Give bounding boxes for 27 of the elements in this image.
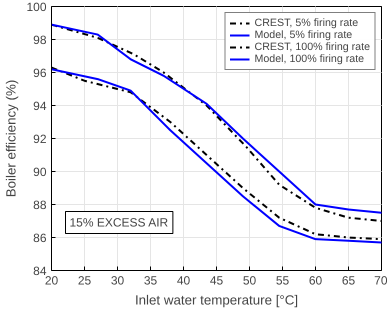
x-axis-title: Inlet water temperature [°C]: [134, 292, 298, 308]
annotation: 15% EXCESS AIR: [70, 216, 169, 230]
x-tick-label: 35: [144, 274, 158, 288]
y-tick-label: 84: [33, 264, 47, 278]
legend-label: Model, 100% firing rate: [254, 53, 364, 65]
y-tick-label: 90: [33, 165, 47, 179]
x-tick-label: 40: [176, 274, 190, 288]
x-tick-label: 55: [276, 274, 290, 288]
x-tick-label: 50: [242, 274, 256, 288]
y-tick-label: 98: [33, 33, 47, 47]
legend-label: CREST, 100% firing rate: [254, 41, 370, 53]
x-tick-label: 25: [78, 274, 92, 288]
x-tick-label: 20: [44, 274, 58, 288]
y-tick-label: 100: [26, 0, 47, 14]
y-tick-label: 86: [33, 231, 47, 245]
x-tick-label: 60: [308, 274, 322, 288]
y-tick-label: 92: [33, 132, 47, 146]
x-tick-label: 30: [110, 274, 124, 288]
legend-label: Model, 5% firing rate: [254, 29, 352, 41]
y-tick-label: 88: [33, 198, 47, 212]
y-tick-label: 96: [33, 66, 47, 80]
x-tick-label: 65: [342, 274, 356, 288]
x-tick-label: 45: [210, 274, 224, 288]
legend-label: CREST, 5% firing rate: [254, 17, 358, 29]
x-tick-label: 70: [374, 274, 387, 288]
y-axis-title: Boiler efficiency (%): [3, 80, 18, 198]
y-tick-label: 94: [33, 99, 47, 113]
